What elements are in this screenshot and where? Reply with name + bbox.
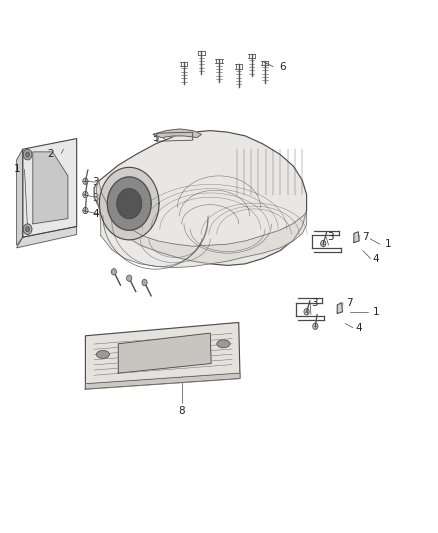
Text: 5: 5 [152,133,159,142]
Circle shape [83,191,88,198]
Text: 7: 7 [346,298,353,308]
Circle shape [111,269,117,275]
Text: 2: 2 [47,149,54,158]
Polygon shape [337,303,343,313]
Text: 4: 4 [372,254,379,263]
Circle shape [25,152,30,157]
Circle shape [127,275,132,281]
Polygon shape [23,139,77,237]
Text: 6: 6 [279,62,286,71]
Circle shape [313,323,318,329]
Polygon shape [153,129,201,138]
Text: 1: 1 [372,307,379,317]
Text: 3: 3 [92,193,99,203]
Circle shape [83,178,88,184]
Ellipse shape [96,351,110,358]
Text: 3: 3 [327,232,334,242]
Circle shape [23,224,32,235]
Polygon shape [354,232,359,243]
Text: 3: 3 [311,298,318,308]
Circle shape [83,207,88,214]
Polygon shape [117,189,141,219]
Polygon shape [99,167,159,240]
Ellipse shape [217,340,230,348]
Polygon shape [85,322,240,389]
Text: 7: 7 [362,232,369,242]
Polygon shape [85,373,240,389]
Circle shape [142,279,147,286]
Polygon shape [96,180,307,268]
Text: 1: 1 [384,239,391,249]
Circle shape [304,309,309,315]
Polygon shape [17,227,77,248]
Polygon shape [118,333,211,373]
Text: 8: 8 [178,407,185,416]
Polygon shape [17,149,23,245]
Polygon shape [94,131,307,265]
Text: 4: 4 [92,209,99,219]
Text: 1: 1 [13,165,20,174]
Text: 4: 4 [355,323,362,333]
Text: 3: 3 [92,177,99,187]
Circle shape [23,149,32,160]
Polygon shape [107,177,151,230]
Circle shape [25,227,30,232]
Circle shape [321,240,326,247]
Polygon shape [33,152,68,224]
